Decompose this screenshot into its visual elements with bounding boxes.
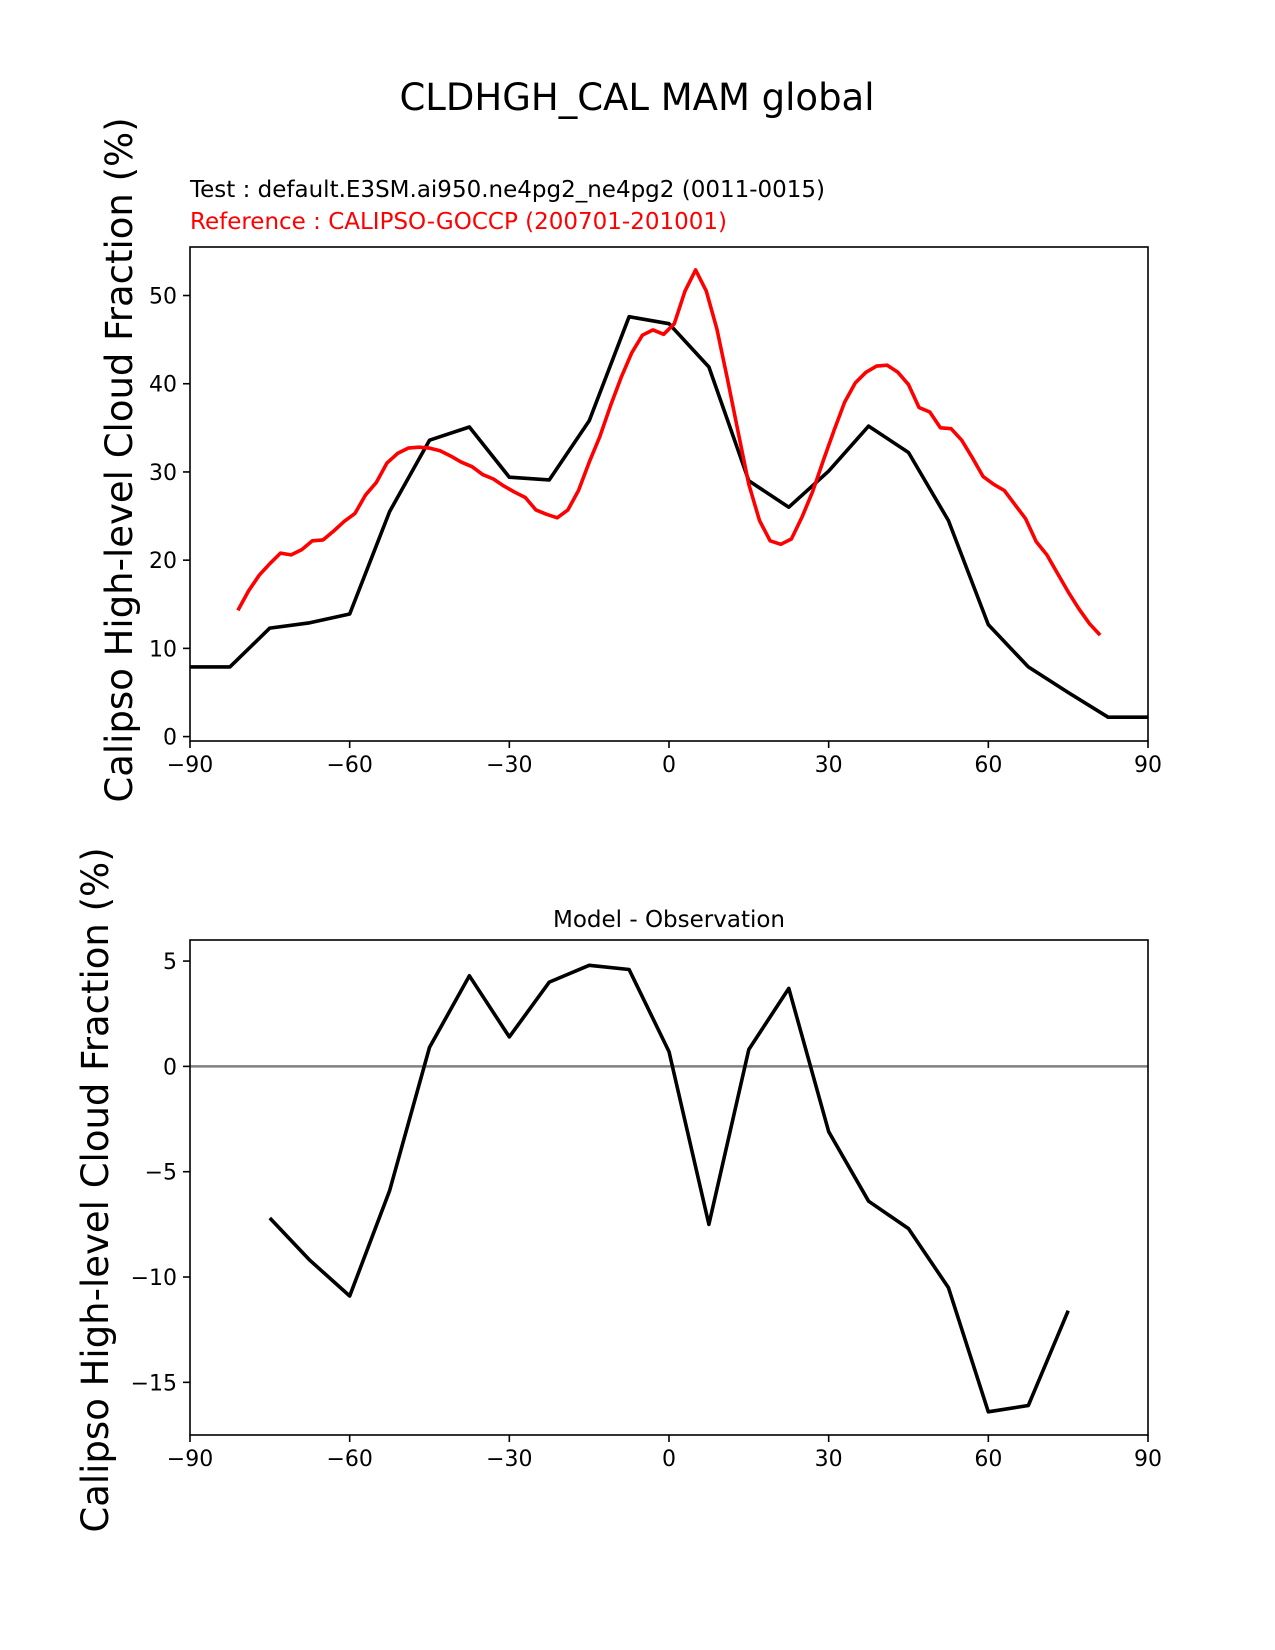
figure-title: CLDHGH_CAL MAM global xyxy=(399,76,874,119)
top-panel-ytick-label: 40 xyxy=(149,373,177,398)
bottom-panel-ytick-label: −5 xyxy=(145,1161,177,1186)
bottom-panel-series-model-observation xyxy=(268,963,1070,1414)
top-panel-ytick-label: 50 xyxy=(149,285,177,310)
top-panel-xtick-label: −30 xyxy=(486,753,532,778)
top-panel-xtick-label: 30 xyxy=(815,753,843,778)
top-panel-series-reference xyxy=(236,268,1102,637)
bottom-panel-title: Model - Observation xyxy=(553,907,785,933)
bottom-panel-frame xyxy=(189,939,1149,1436)
top-panel-ytick-label: 10 xyxy=(149,637,177,662)
bottom-panel-xtick-label: 60 xyxy=(974,1447,1002,1472)
top-panel-lines xyxy=(190,268,1148,720)
bottom-panel-ylabel: Calipso High-level Cloud Fraction (%) xyxy=(74,847,117,1532)
top-panel-series-test xyxy=(190,314,1148,720)
test-label: Test : default.E3SM.ai950.ne4pg2_ne4pg2 … xyxy=(189,177,825,203)
top-panel-ytick-label: 0 xyxy=(163,726,177,751)
bottom-panel: Model - Observation Calipso High-level C… xyxy=(74,847,1162,1532)
reference-label: Reference : CALIPSO-GOCCP (200701-201001… xyxy=(190,209,727,235)
top-panel: Calipso High-level Cloud Fraction (%) −9… xyxy=(98,117,1162,802)
top-panel-frame xyxy=(189,246,1149,742)
bottom-panel-xtick-label: 90 xyxy=(1134,1447,1162,1472)
bottom-panel-xtick-label: −90 xyxy=(167,1447,213,1472)
bottom-panel-ytick-label: 5 xyxy=(163,950,177,975)
top-panel-xtick-label: 90 xyxy=(1134,753,1162,778)
top-panel-ticks: −90 −60 −30 0 30 60 90 0 10 20 30 40 50 xyxy=(149,285,1162,778)
bottom-panel-ticks: −90 −60 −30 0 30 60 90 −15 −10 −5 0 5 xyxy=(131,950,1162,1472)
bottom-panel-ytick-label: −15 xyxy=(131,1371,177,1396)
top-panel-xtick-label: −60 xyxy=(326,753,372,778)
top-panel-ytick-label: 20 xyxy=(149,549,177,574)
top-panel-xtick-label: −90 xyxy=(167,753,213,778)
bottom-panel-xtick-label: 30 xyxy=(815,1447,843,1472)
top-panel-xtick-label: 60 xyxy=(974,753,1002,778)
top-panel-ylabel: Calipso High-level Cloud Fraction (%) xyxy=(98,117,141,802)
top-panel-ytick-label: 30 xyxy=(149,461,177,486)
bottom-panel-xtick-label: 0 xyxy=(662,1447,676,1472)
bottom-panel-ytick-label: 0 xyxy=(163,1055,177,1080)
bottom-panel-lines xyxy=(190,963,1148,1414)
bottom-panel-xtick-label: −30 xyxy=(486,1447,532,1472)
bottom-panel-ytick-label: −10 xyxy=(131,1266,177,1291)
top-panel-xtick-label: 0 xyxy=(662,753,676,778)
bottom-panel-xtick-label: −60 xyxy=(326,1447,372,1472)
